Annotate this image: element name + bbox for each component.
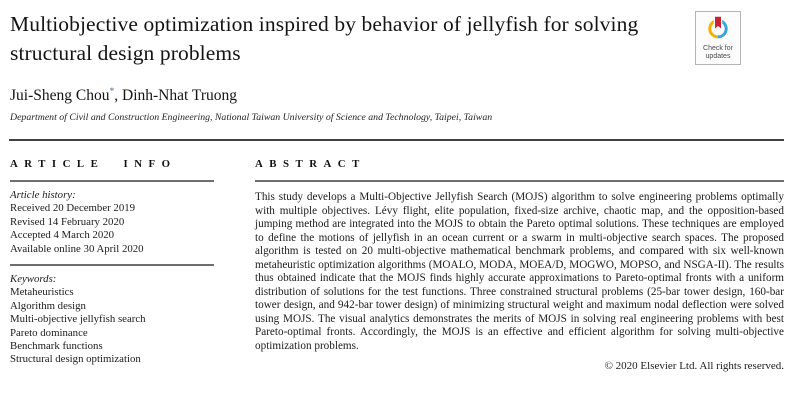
- crossmark-icon: [708, 15, 728, 39]
- history-item: Revised 14 February 2020: [10, 215, 125, 228]
- header-divider-rule: [9, 139, 784, 141]
- history-item: Available online 30 April 2020: [10, 242, 144, 255]
- check-for-updates-badge[interactable]: Check for updates: [695, 11, 741, 65]
- article-history-block: Article history: Received 20 December 20…: [10, 189, 214, 256]
- keywords-divider-rule: [10, 264, 214, 267]
- crossmark-label-line1: Check for: [703, 45, 733, 52]
- history-item: Accepted 4 March 2020: [10, 229, 115, 242]
- article-history-label: Article history:: [10, 189, 76, 201]
- abstract-column: ABSTRACT This study develops a Multi-Obj…: [255, 158, 784, 372]
- crossmark-bookmark: [713, 15, 723, 32]
- keyword-item: Multi-objective jellyfish search: [10, 313, 146, 326]
- article-info-heading-rule: [10, 180, 214, 182]
- info-abstract-columns: ARTICLE INFO Article history: Received 2…: [10, 158, 784, 372]
- author-name-2: Dinh-Nhat Truong: [122, 87, 237, 104]
- keyword-item: Algorithm design: [10, 299, 86, 312]
- article-info-heading: ARTICLE INFO: [10, 158, 177, 170]
- keyword-item: Pareto dominance: [10, 326, 88, 339]
- crossmark-label-line2: updates: [705, 53, 731, 61]
- authors-line: Jui-Sheng Chou*, Dinh-Nhat Truong: [10, 87, 237, 105]
- copyright-notice: © 2020 Elsevier Ltd. All rights reserved…: [604, 360, 784, 372]
- abstract-heading: ABSTRACT: [255, 158, 366, 170]
- authors-separator: ,: [114, 87, 123, 104]
- keyword-item: Structural design optimization: [10, 353, 141, 366]
- article-info-column: ARTICLE INFO Article history: Received 2…: [10, 158, 214, 372]
- keywords-label: Keywords:: [10, 273, 57, 286]
- keywords-block: Keywords: Metaheuristics Algorithm desig…: [10, 273, 214, 367]
- corresponding-author-marker[interactable]: *: [109, 85, 115, 97]
- paper-title: Multiobjective optimization inspired by …: [10, 12, 639, 65]
- history-item: Received 20 December 2019: [10, 202, 136, 215]
- affiliation: Department of Civil and Construction Eng…: [10, 112, 493, 123]
- keyword-item: Benchmark functions: [10, 340, 103, 353]
- abstract-text: This study develops a Multi-Objective Je…: [255, 191, 784, 352]
- abstract-heading-rule: [255, 180, 784, 182]
- author-name-1: Jui-Sheng Chou: [10, 87, 110, 104]
- keyword-item: Metaheuristics: [10, 286, 74, 299]
